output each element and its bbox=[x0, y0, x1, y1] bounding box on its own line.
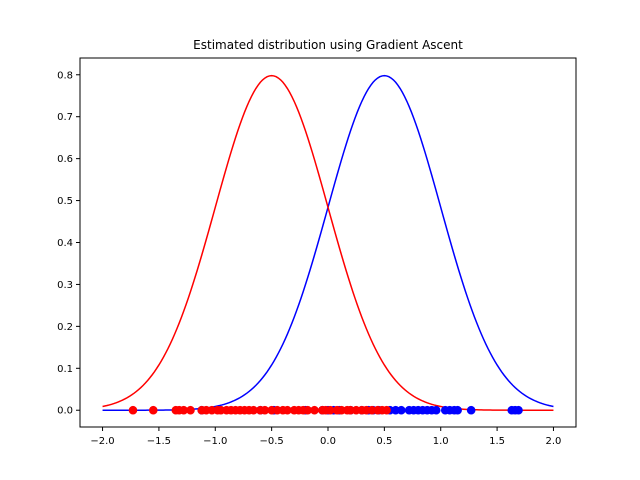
series-0-point bbox=[382, 405, 391, 415]
series-1-point bbox=[453, 405, 462, 415]
series-1-point bbox=[466, 405, 476, 415]
series-0-point bbox=[186, 405, 195, 415]
series-0-point bbox=[283, 405, 292, 415]
series-0-point bbox=[148, 405, 158, 415]
y-tick-label: 0.3 bbox=[57, 280, 73, 291]
x-tick-label: −1.5 bbox=[147, 436, 171, 447]
series-1-point bbox=[514, 405, 523, 415]
x-tick-label: 0.5 bbox=[376, 436, 392, 447]
y-tick-label: 0.8 bbox=[57, 70, 73, 81]
series-1-point bbox=[396, 405, 406, 415]
x-tick-label: −1.0 bbox=[203, 436, 227, 447]
x-tick-label: −0.5 bbox=[259, 436, 283, 447]
series-0-point bbox=[260, 405, 270, 415]
series-1-point bbox=[431, 405, 441, 415]
series-0-curve bbox=[102, 74, 554, 411]
x-axis: −2.0 −1.5 −1.0 −0.5 0.0 0.5 1.0 1.5 2.0 bbox=[90, 427, 561, 447]
y-tick-label: 0.7 bbox=[57, 112, 73, 123]
series-0-point bbox=[303, 405, 313, 415]
y-tick-label: 0.0 bbox=[57, 406, 73, 417]
plot-area bbox=[79, 57, 577, 428]
x-tick-label: 1.0 bbox=[433, 436, 449, 447]
y-tick-label: 0.4 bbox=[57, 238, 73, 249]
y-axis: 0.0 0.1 0.2 0.3 0.4 0.5 0.6 0.7 0.8 bbox=[57, 70, 80, 417]
y-tick-label: 0.1 bbox=[57, 364, 73, 375]
x-tick-label: 1.5 bbox=[489, 436, 505, 447]
x-tick-label: 2.0 bbox=[546, 436, 562, 447]
y-tick-label: 0.2 bbox=[57, 322, 73, 333]
series-0-point bbox=[325, 405, 335, 415]
y-tick-label: 0.6 bbox=[57, 154, 73, 165]
x-tick-label: −2.0 bbox=[90, 436, 114, 447]
y-tick-label: 0.5 bbox=[57, 196, 73, 207]
series-0-point bbox=[310, 405, 319, 415]
chart-title: Estimated distribution using Gradient As… bbox=[193, 38, 463, 52]
series-0-point bbox=[128, 405, 138, 415]
series-0-point bbox=[179, 405, 189, 415]
series-0-point bbox=[249, 405, 258, 415]
x-tick-label: 0.0 bbox=[320, 436, 336, 447]
